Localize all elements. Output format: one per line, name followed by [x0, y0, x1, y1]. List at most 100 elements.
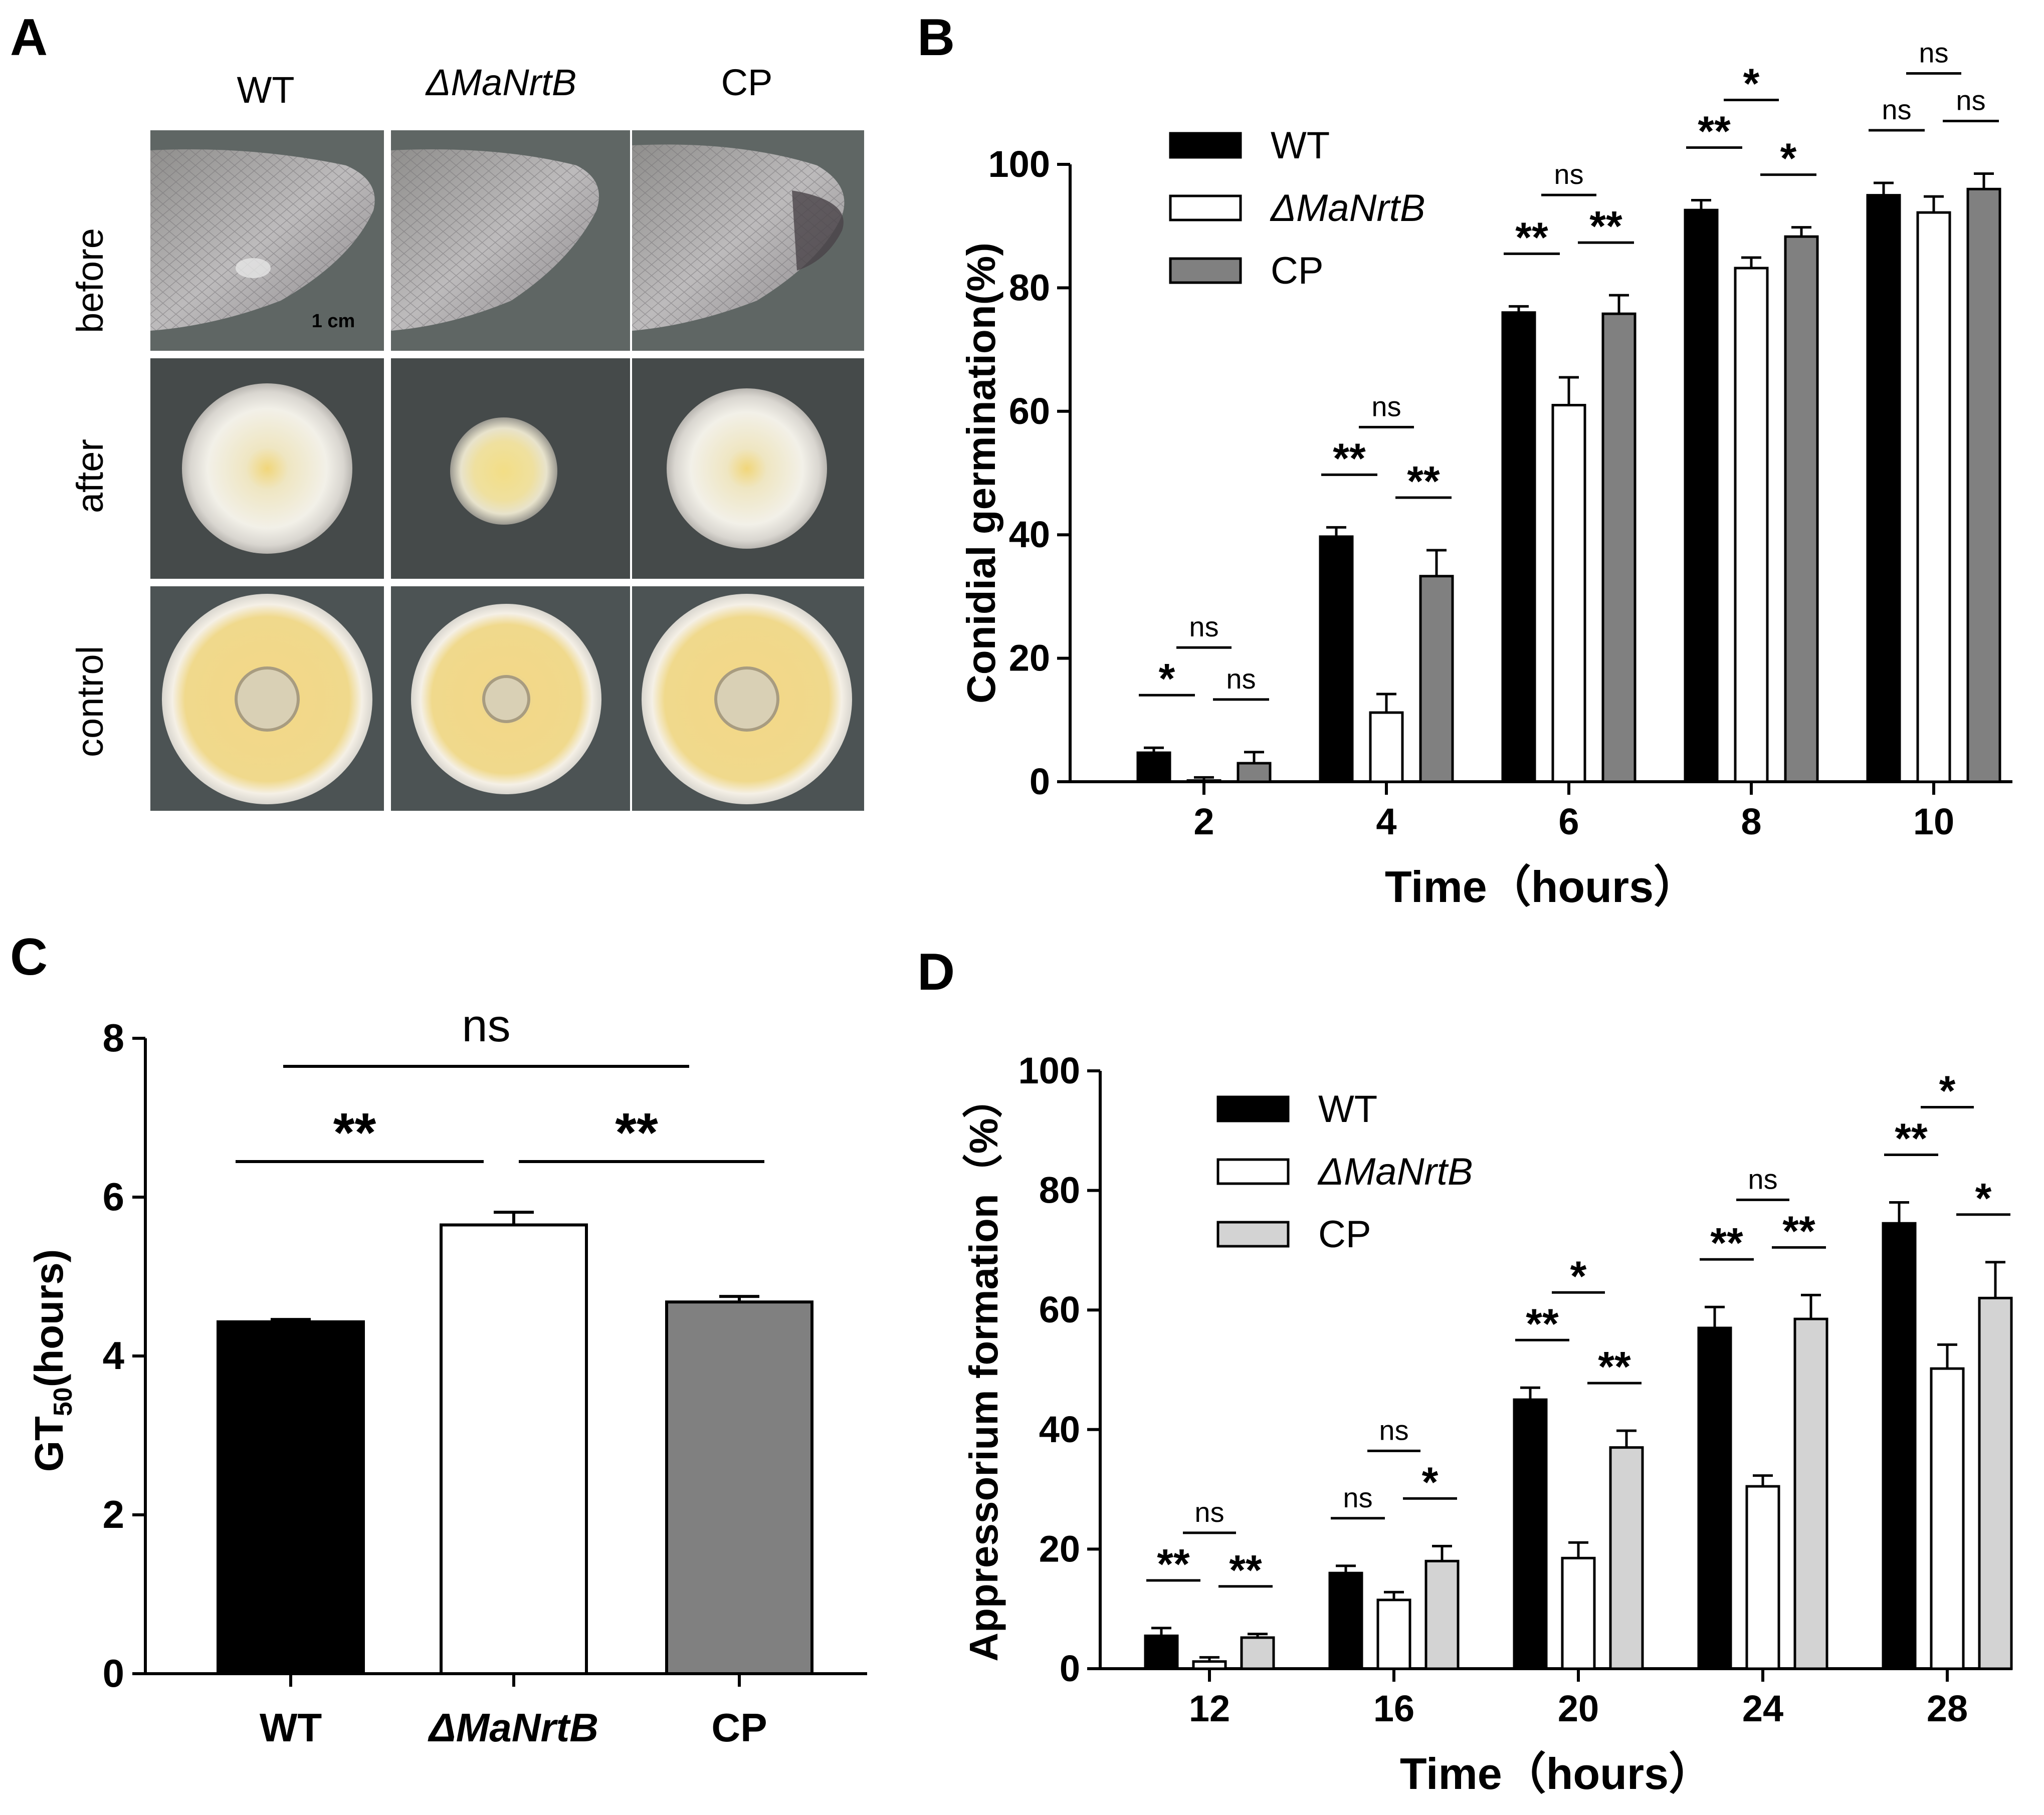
bar-cp-16 — [1424, 1559, 1460, 1670]
legend-label: WT — [1271, 124, 1330, 167]
control-photo-mutant — [391, 586, 630, 811]
significance-label: ns — [1748, 1163, 1777, 1195]
y-tick-label: 100 — [988, 143, 1050, 185]
significance-label: ** — [1157, 1540, 1190, 1587]
significance-label: * — [1570, 1252, 1587, 1299]
bar-wt-6 — [1501, 311, 1536, 783]
panel-b-letter: B — [917, 9, 955, 67]
x-tick-label: CP — [711, 1705, 767, 1750]
bar-wt-20 — [1513, 1398, 1548, 1670]
y-tick-label: 6 — [103, 1175, 124, 1219]
y-tick-label: 0 — [103, 1651, 124, 1695]
row-label-control: control — [69, 646, 111, 757]
bar-cp-10 — [1966, 187, 2001, 783]
x-tick-label: 24 — [1742, 1688, 1783, 1729]
significance-label: ** — [1598, 1343, 1631, 1390]
significance-label: ns — [1189, 611, 1218, 642]
x-tick-label: 4 — [1376, 801, 1396, 842]
after-photo-mutant — [391, 358, 630, 579]
y-axis-title-unit: (hours) — [27, 1249, 71, 1388]
y-tick-label: 40 — [1009, 514, 1050, 555]
bar-delta-manrtb-4 — [1369, 711, 1404, 783]
bar-delta-manrtb — [440, 1223, 588, 1676]
bar-wt — [217, 1320, 365, 1675]
significance-label: ns — [1371, 390, 1401, 422]
y-axis-title: Appressorium formation（%） — [961, 1078, 1006, 1662]
legend-swatch-wt — [1216, 1095, 1290, 1122]
y-tick-label: 40 — [1039, 1409, 1080, 1450]
significance-label: ns — [1379, 1414, 1408, 1446]
bar-delta-manrtb-10 — [1916, 211, 1951, 783]
legend-swatch-delta-manrtb — [1169, 194, 1242, 221]
column-label-wt: WT — [237, 69, 294, 111]
bar-delta-manrtb-28 — [1930, 1367, 1965, 1670]
x-tick-label: 6 — [1558, 801, 1579, 842]
control-photo-cp — [632, 586, 864, 811]
significance-label: * — [1422, 1458, 1439, 1505]
significance-label: * — [1939, 1067, 1956, 1114]
bar-wt-8 — [1684, 208, 1719, 783]
panel-a-letter: A — [10, 9, 48, 67]
significance-label: * — [1975, 1175, 1992, 1222]
bar-wt-4 — [1319, 535, 1354, 783]
y-tick-label: 0 — [1030, 761, 1050, 802]
x-tick-label: ΔMaNrtB — [428, 1705, 598, 1750]
x-tick-label: 16 — [1373, 1688, 1414, 1729]
significance-label: ns — [1343, 1482, 1372, 1513]
legend-swatch-delta-manrtb — [1216, 1158, 1290, 1185]
legend-label: CP — [1318, 1213, 1371, 1256]
significance-label: ** — [1710, 1219, 1743, 1266]
y-tick-label: 20 — [1009, 637, 1050, 679]
legend-label: ΔMaNrtB — [1317, 1151, 1473, 1193]
x-axis-title: Time（hours） — [1385, 862, 1698, 912]
x-tick-label: 28 — [1927, 1688, 1968, 1729]
significance-label: ** — [1515, 213, 1548, 261]
bar-wt-10 — [1866, 194, 1901, 783]
y-axis-title: Conidial germination(%) — [959, 243, 1003, 704]
y-tick-label: 60 — [1009, 390, 1050, 432]
y-axis-title-subscript: 50 — [49, 1387, 78, 1416]
bar-cp — [665, 1300, 813, 1675]
significance-label: ** — [1589, 202, 1622, 250]
significance-label: ns — [462, 1000, 510, 1051]
significance-label: ** — [1895, 1114, 1928, 1162]
bar-wt-2 — [1136, 751, 1171, 783]
x-axis-title: Time（hours） — [1400, 1749, 1713, 1798]
y-tick-label: 8 — [103, 1016, 124, 1060]
panel-c-chart: C 0 2 4 6 8 WT ΔMaNrtB CP ** ** ns GT50(hours) — [10, 928, 867, 1750]
column-label-cp: CP — [721, 62, 773, 103]
bar-cp-24 — [1793, 1317, 1828, 1670]
panel-a: A WT ΔMaNrtB CP before after control 1 c… — [10, 9, 864, 811]
significance-label: ns — [1956, 84, 1985, 116]
y-tick-label: 0 — [1060, 1648, 1080, 1689]
y-axis-title: GT50(hours) — [27, 1249, 78, 1472]
column-label-mutant: ΔMaNrtB — [425, 62, 576, 103]
y-tick-label: 80 — [1039, 1170, 1080, 1211]
significance-label: ** — [1782, 1207, 1815, 1254]
wing-photo-cp — [632, 130, 864, 351]
x-tick-label: 2 — [1193, 801, 1214, 842]
significance-label: * — [1743, 60, 1760, 107]
bar-delta-manrtb-24 — [1745, 1485, 1780, 1670]
bar-wt-28 — [1882, 1222, 1917, 1670]
bar-delta-manrtb-6 — [1551, 403, 1586, 783]
panel-d-letter: D — [917, 943, 955, 1001]
x-tick-label: WT — [260, 1705, 322, 1750]
bar-cp-20 — [1609, 1446, 1644, 1670]
x-tick-label: 20 — [1558, 1688, 1599, 1729]
bar-cp-12 — [1240, 1636, 1275, 1670]
significance-label: ns — [1882, 94, 1911, 125]
legend-swatch-cp — [1169, 257, 1242, 284]
after-photo-wt — [150, 358, 384, 579]
significance-label: * — [1159, 655, 1175, 702]
x-tick-label: 12 — [1189, 1688, 1230, 1729]
legend-label: WT — [1318, 1088, 1377, 1130]
bar-cp-8 — [1784, 235, 1819, 783]
significance-label: ns — [1919, 37, 1948, 68]
bar-wt-24 — [1697, 1326, 1732, 1670]
bar-delta-manrtb-8 — [1734, 267, 1769, 783]
after-photo-cp — [632, 358, 864, 579]
